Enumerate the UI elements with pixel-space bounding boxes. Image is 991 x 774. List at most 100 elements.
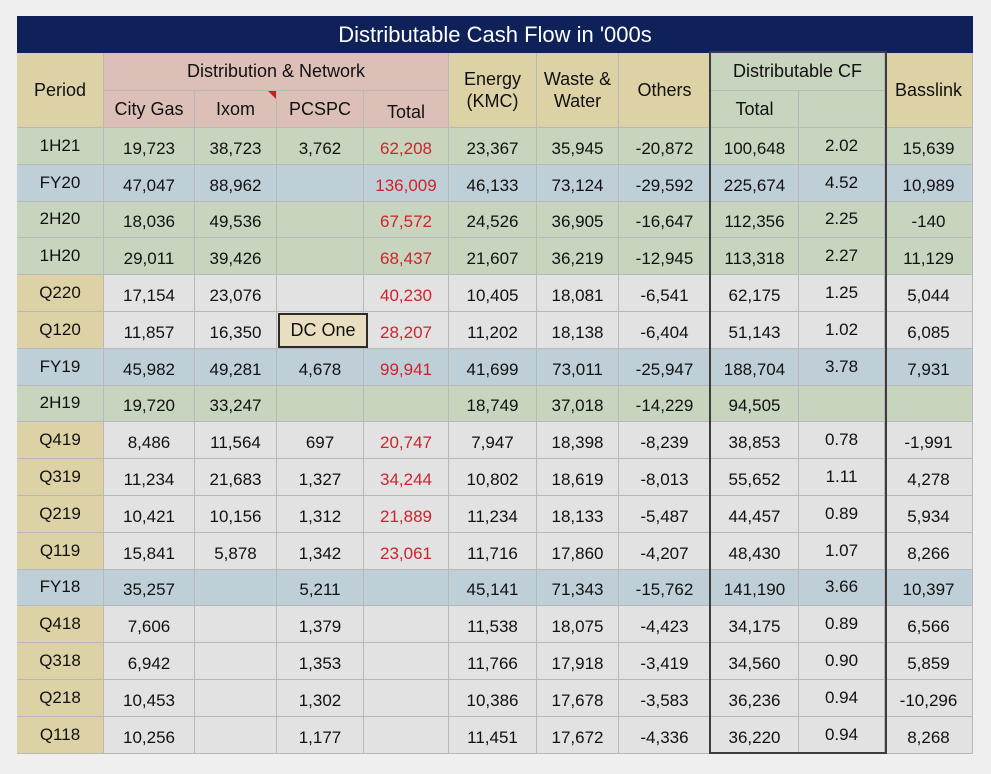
cell-pcspc[interactable] bbox=[277, 385, 364, 423]
cell-period[interactable]: 2H20 bbox=[17, 201, 104, 239]
cell-total[interactable] bbox=[364, 716, 449, 754]
cell-others[interactable]: -4,423 bbox=[619, 606, 711, 644]
cell-total[interactable]: 62,208 bbox=[364, 128, 449, 165]
cell-city-gas[interactable]: 18,036 bbox=[104, 201, 195, 239]
cell-total[interactable] bbox=[364, 606, 449, 644]
cell-period[interactable]: Q220 bbox=[17, 275, 104, 312]
header-city-gas[interactable]: City Gas bbox=[104, 91, 195, 128]
cell-ixom[interactable]: 11,564 bbox=[195, 422, 277, 460]
cell-pcspc[interactable]: 3,762 bbox=[277, 128, 364, 165]
cell-dcf-total[interactable]: 51,143 bbox=[711, 312, 799, 349]
cell-city-gas[interactable]: 45,982 bbox=[104, 348, 195, 386]
cell-basslink[interactable]: 5,859 bbox=[885, 643, 973, 680]
cell-period[interactable]: Q318 bbox=[17, 643, 104, 680]
cell-period[interactable]: FY20 bbox=[17, 164, 104, 202]
cell-waste-water[interactable]: 17,918 bbox=[537, 643, 619, 680]
header-distributable-cf[interactable]: Distributable CF bbox=[711, 53, 885, 91]
cell-ixom[interactable]: 10,156 bbox=[195, 496, 277, 533]
cell-waste-water[interactable]: 18,619 bbox=[537, 459, 619, 496]
cell-dcf-total[interactable]: 44,457 bbox=[711, 496, 799, 533]
cell-dcf-total[interactable]: 36,236 bbox=[711, 680, 799, 717]
cell-city-gas[interactable]: 47,047 bbox=[104, 164, 195, 202]
cell-ixom[interactable]: 88,962 bbox=[195, 164, 277, 202]
cell-waste-water[interactable]: 37,018 bbox=[537, 385, 619, 423]
cell-others[interactable]: -3,583 bbox=[619, 680, 711, 717]
cell-energy[interactable]: 18,749 bbox=[449, 385, 537, 423]
cell-others[interactable]: -14,229 bbox=[619, 385, 711, 423]
cell-total[interactable]: 28,207 bbox=[364, 312, 449, 349]
cell-dcf-total[interactable]: 38,853 bbox=[711, 422, 799, 460]
cell-per-unit[interactable] bbox=[799, 385, 885, 423]
cell-waste-water[interactable]: 18,075 bbox=[537, 606, 619, 644]
cell-dcf-total[interactable]: 100,648 bbox=[711, 128, 799, 165]
header-energy[interactable]: Energy (KMC) bbox=[449, 53, 537, 128]
header-others[interactable]: Others bbox=[619, 53, 711, 128]
cell-period[interactable]: Q419 bbox=[17, 422, 104, 460]
cell-dcf-total[interactable]: 94,505 bbox=[711, 385, 799, 423]
cell-ixom[interactable]: 33,247 bbox=[195, 385, 277, 423]
cell-period[interactable]: 2H19 bbox=[17, 385, 104, 423]
cell-total[interactable]: 136,009 bbox=[364, 164, 449, 202]
cell-pcspc[interactable]: 4,678 bbox=[277, 348, 364, 386]
cell-pcspc[interactable]: 1,342 bbox=[277, 532, 364, 570]
cell-total[interactable] bbox=[364, 569, 449, 607]
cell-others[interactable]: -5,487 bbox=[619, 496, 711, 533]
cell-dcf-total[interactable]: 225,674 bbox=[711, 164, 799, 202]
cell-others[interactable]: -8,013 bbox=[619, 459, 711, 496]
cell-ixom[interactable]: 38,723 bbox=[195, 128, 277, 165]
cell-per-unit[interactable]: 3.66 bbox=[799, 569, 885, 607]
cell-energy[interactable]: 10,386 bbox=[449, 680, 537, 717]
cell-ixom[interactable] bbox=[195, 643, 277, 680]
cell-basslink[interactable]: 11,129 bbox=[885, 238, 973, 276]
cell-basslink[interactable]: 10,397 bbox=[885, 569, 973, 607]
cell-pcspc[interactable]: 1,353 bbox=[277, 643, 364, 680]
cell-ixom[interactable]: 23,076 bbox=[195, 275, 277, 312]
cell-per-unit[interactable]: 1.07 bbox=[799, 532, 885, 570]
cell-others[interactable]: -6,404 bbox=[619, 312, 711, 349]
cell-others[interactable]: -4,336 bbox=[619, 716, 711, 754]
cell-city-gas[interactable]: 11,234 bbox=[104, 459, 195, 496]
cell-city-gas[interactable]: 10,256 bbox=[104, 716, 195, 754]
cell-others[interactable]: -12,945 bbox=[619, 238, 711, 276]
cell-waste-water[interactable]: 17,672 bbox=[537, 716, 619, 754]
cell-energy[interactable]: 46,133 bbox=[449, 164, 537, 202]
cell-energy[interactable]: 11,538 bbox=[449, 606, 537, 644]
cell-energy[interactable]: 7,947 bbox=[449, 422, 537, 460]
cell-total[interactable] bbox=[364, 385, 449, 423]
cell-pcspc[interactable] bbox=[277, 275, 364, 312]
cell-basslink[interactable]: 8,268 bbox=[885, 716, 973, 754]
cell-per-unit[interactable]: 0.78 bbox=[799, 422, 885, 460]
cell-others[interactable]: -25,947 bbox=[619, 348, 711, 386]
cell-energy[interactable]: 24,526 bbox=[449, 201, 537, 239]
cell-city-gas[interactable]: 15,841 bbox=[104, 532, 195, 570]
cell-ixom[interactable]: 49,536 bbox=[195, 201, 277, 239]
cell-ixom[interactable] bbox=[195, 716, 277, 754]
cell-ixom[interactable] bbox=[195, 680, 277, 717]
cell-total[interactable]: 20,747 bbox=[364, 422, 449, 460]
cell-period[interactable]: FY18 bbox=[17, 569, 104, 607]
cell-waste-water[interactable]: 71,343 bbox=[537, 569, 619, 607]
cell-period[interactable]: 1H21 bbox=[17, 128, 104, 165]
cell-total[interactable] bbox=[364, 680, 449, 717]
header-pcspc[interactable]: PCSPC bbox=[277, 91, 364, 128]
cell-city-gas[interactable]: 19,723 bbox=[104, 128, 195, 165]
cell-waste-water[interactable]: 18,398 bbox=[537, 422, 619, 460]
cell-energy[interactable]: 11,766 bbox=[449, 643, 537, 680]
cell-energy[interactable]: 11,234 bbox=[449, 496, 537, 533]
cell-dcf-total[interactable]: 141,190 bbox=[711, 569, 799, 607]
cell-basslink[interactable] bbox=[885, 385, 973, 423]
cell-pcspc[interactable]: 1,177 bbox=[277, 716, 364, 754]
cell-energy[interactable]: 11,202 bbox=[449, 312, 537, 349]
cell-total[interactable] bbox=[364, 643, 449, 680]
cell-per-unit[interactable]: 0.94 bbox=[799, 716, 885, 754]
cell-per-unit[interactable]: 4.52 bbox=[799, 164, 885, 202]
cell-basslink[interactable]: 4,278 bbox=[885, 459, 973, 496]
cell-basslink[interactable]: -10,296 bbox=[885, 680, 973, 717]
cell-period[interactable]: Q218 bbox=[17, 680, 104, 717]
cell-period[interactable]: FY19 bbox=[17, 348, 104, 386]
cell-per-unit[interactable]: 2.25 bbox=[799, 201, 885, 239]
cell-basslink[interactable]: 15,639 bbox=[885, 128, 973, 165]
cell-basslink[interactable]: -140 bbox=[885, 201, 973, 239]
cell-energy[interactable]: 45,141 bbox=[449, 569, 537, 607]
cell-ixom[interactable] bbox=[195, 569, 277, 607]
